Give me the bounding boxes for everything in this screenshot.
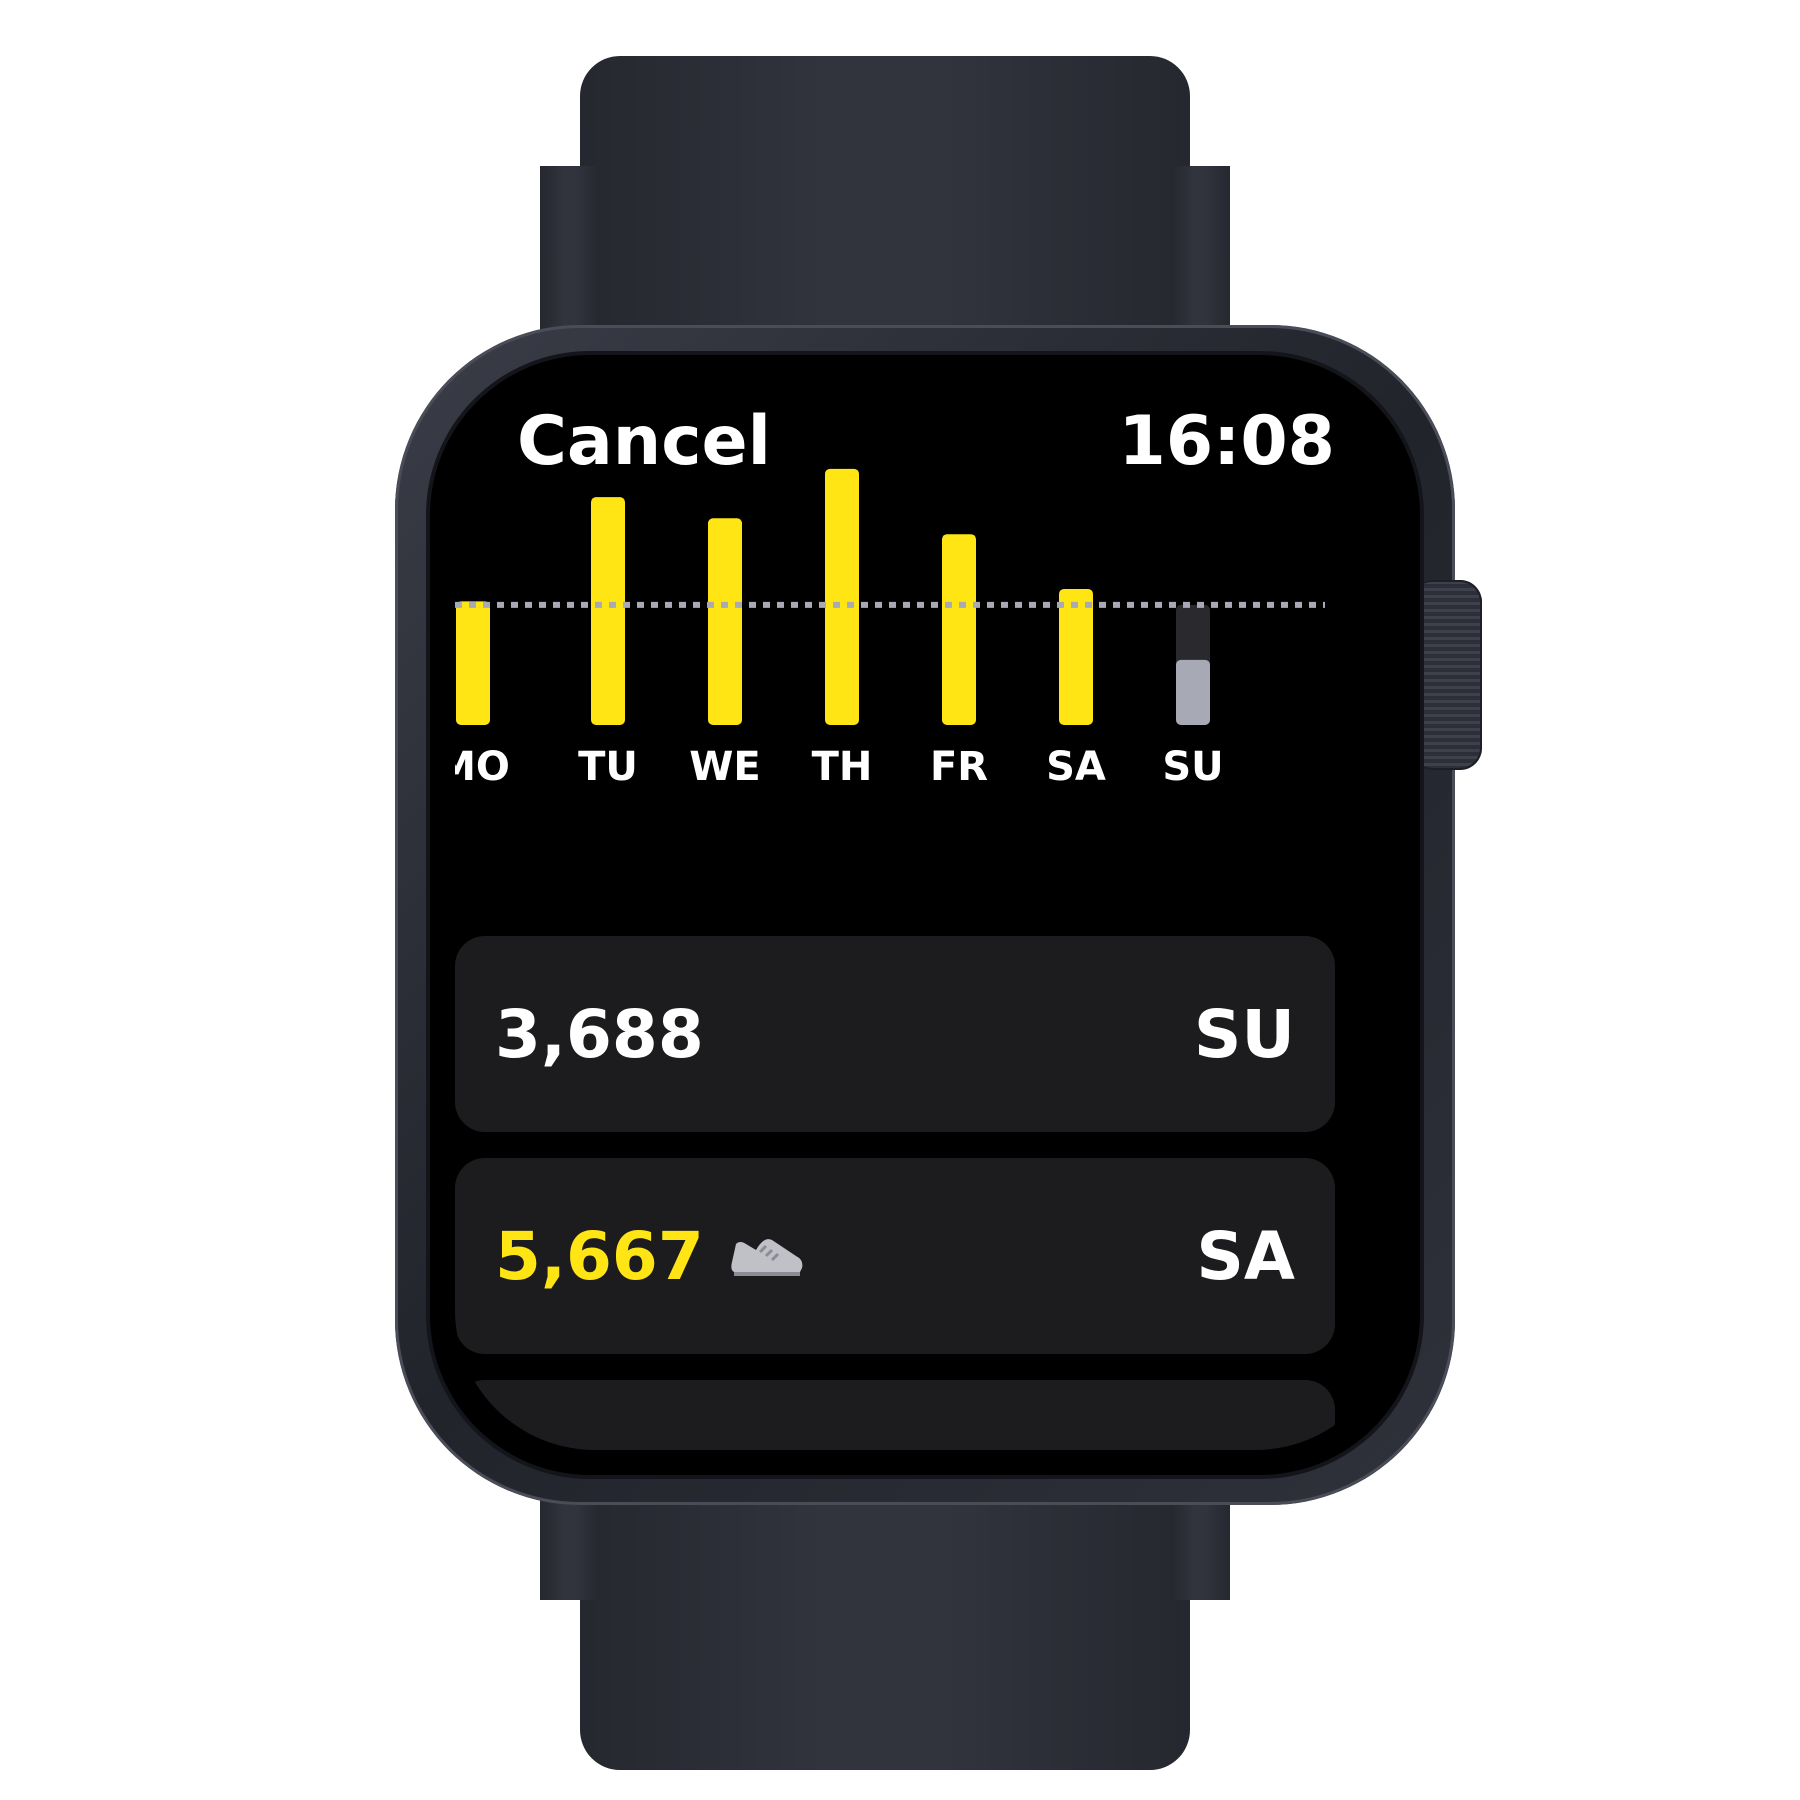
cancel-button[interactable]: Cancel xyxy=(517,402,771,481)
day-tick-tu: TU xyxy=(578,744,638,790)
bar-sa[interactable] xyxy=(1059,588,1093,725)
day-tick-sa: SA xyxy=(1046,744,1106,790)
day-tick-fr: FR xyxy=(930,744,988,790)
watch-band-top xyxy=(540,56,1230,376)
clock: 16:08 xyxy=(1118,402,1335,481)
bar-su[interactable] xyxy=(1176,659,1210,725)
bar-th[interactable] xyxy=(825,468,859,725)
bar-we[interactable] xyxy=(708,518,742,725)
bar-mo[interactable] xyxy=(456,601,490,725)
watch-band-bottom xyxy=(540,1480,1230,1770)
row-steps-number: 5,667 xyxy=(495,1218,704,1295)
steps-chart-svg: MO TU WE TH FR SA SU xyxy=(455,468,1325,790)
day-tick-mo: MO xyxy=(455,744,510,790)
bar-tu[interactable] xyxy=(591,497,625,725)
day-row-sa[interactable]: 5,667 SA xyxy=(455,1158,1335,1354)
row-day-label: SA xyxy=(1196,1218,1295,1295)
row-steps-value: 5,667 xyxy=(495,1218,806,1295)
day-row-su[interactable]: 3,688 SU xyxy=(455,936,1335,1132)
status-bar: Cancel 16:08 xyxy=(455,380,1395,490)
row-steps-value: 3,688 xyxy=(495,996,704,1073)
day-tick-th: TH xyxy=(812,744,873,790)
bar-fr[interactable] xyxy=(942,534,976,725)
day-tick-su: SU xyxy=(1162,744,1223,790)
day-row-partial[interactable] xyxy=(455,1380,1335,1450)
watch-screen: Cancel 16:08 MO TU WE TH FR SA SU 3,688 SU 5,6… xyxy=(455,380,1395,1450)
sneaker-icon xyxy=(726,1217,806,1294)
day-tick-we: WE xyxy=(689,744,760,790)
digital-crown[interactable] xyxy=(1410,580,1482,770)
row-day-label: SU xyxy=(1193,996,1295,1073)
steps-bar-chart: MO TU WE TH FR SA SU xyxy=(455,380,1395,900)
